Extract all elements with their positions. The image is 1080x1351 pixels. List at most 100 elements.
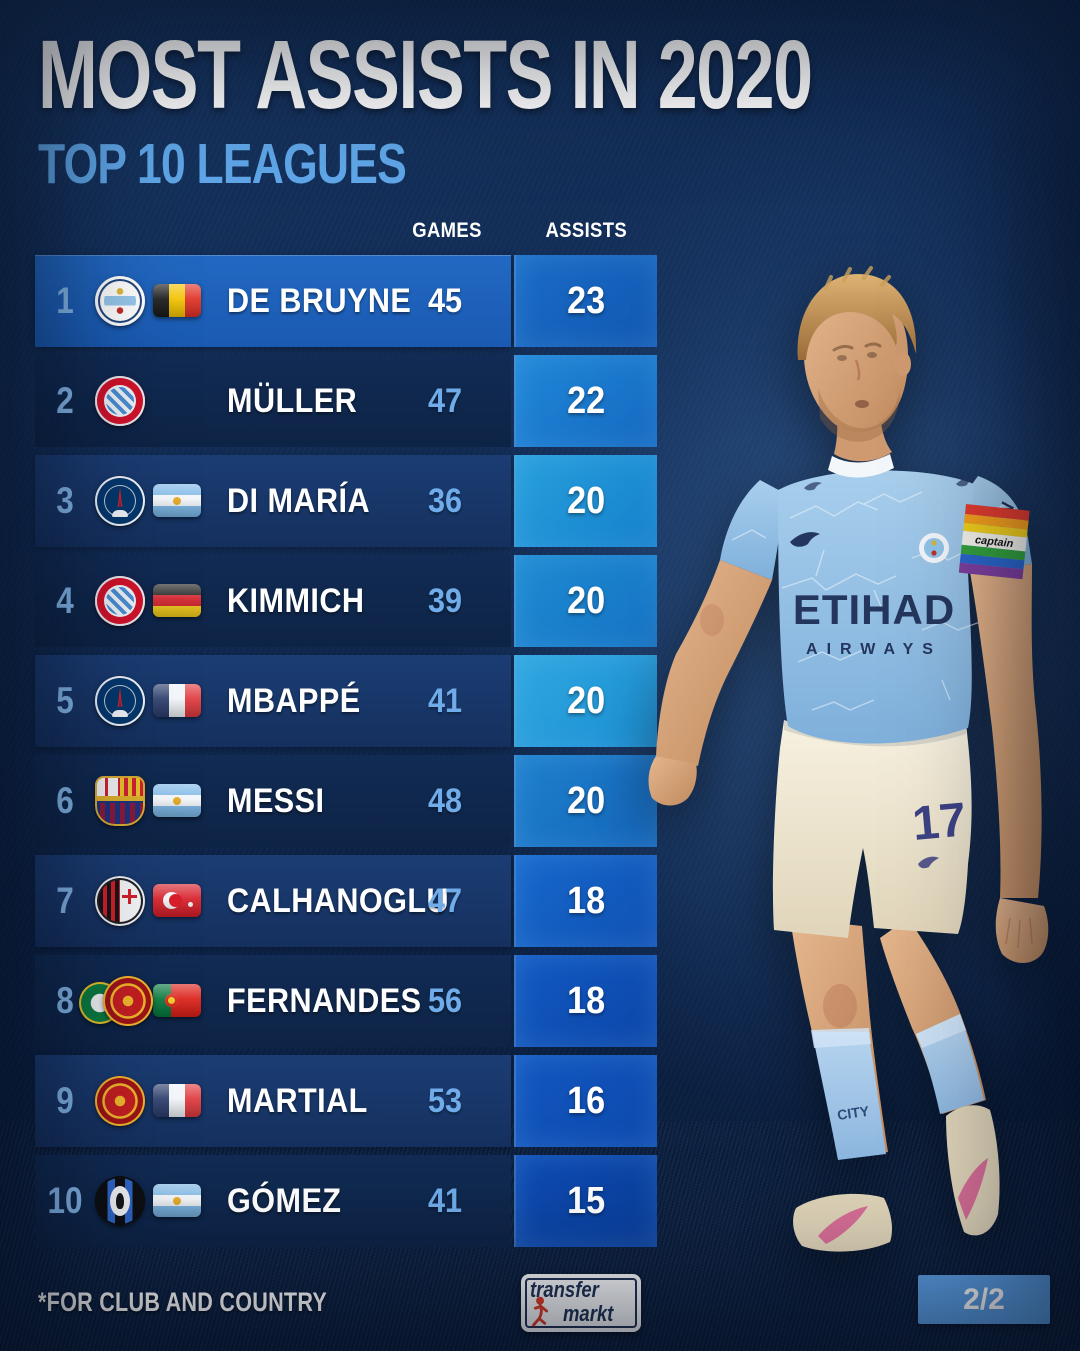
page-indicator-text: 2/2 xyxy=(963,1282,1005,1316)
portugal-flag-icon xyxy=(153,984,201,1017)
assists-value: 20 xyxy=(567,479,606,522)
assists-value: 22 xyxy=(567,379,606,422)
assists-table: 1 DE BRUYNE 45 23 2 MÜLLER 47 22 3 DI xyxy=(35,255,657,1255)
belgium-flag-icon xyxy=(153,284,201,317)
page-title: MOST ASSISTS IN 2020 xyxy=(38,20,813,129)
games-value: 36 xyxy=(427,482,463,520)
club-crest-manchester-united-icon xyxy=(95,1076,145,1126)
sock-text: CITY xyxy=(836,1103,870,1123)
argentina-flag-icon xyxy=(153,484,201,517)
assists-box: 23 xyxy=(514,255,657,347)
short-number: 17 xyxy=(910,794,968,851)
assists-value: 20 xyxy=(567,579,606,622)
club-crest-manchester-city-icon xyxy=(95,276,145,326)
games-value: 47 xyxy=(427,882,463,920)
assists-value: 20 xyxy=(567,779,606,822)
germany-flag-icon xyxy=(153,584,201,617)
shirt-sponsor-sub-text: AIRWAYS xyxy=(806,641,942,658)
shirt-sponsor-text: ETIHAD xyxy=(793,586,955,633)
rank-value: 6 xyxy=(56,780,74,821)
games-value: 47 xyxy=(427,382,463,420)
shirt-crest-icon xyxy=(919,533,949,563)
rank-value: 10 xyxy=(47,1180,83,1221)
column-header-games: GAMES xyxy=(412,219,482,242)
rank-value: 3 xyxy=(56,480,74,521)
player-name: FERNANDES xyxy=(227,982,422,1020)
assists-box: 20 xyxy=(514,655,657,747)
rank-value: 7 xyxy=(56,880,74,921)
assists-value: 16 xyxy=(567,1079,606,1122)
club-crest-bayern-munich-icon xyxy=(95,376,145,426)
column-header-assists: ASSISTS xyxy=(545,219,628,242)
assists-value: 18 xyxy=(567,879,606,922)
row-bar: 10 GÓMEZ 41 xyxy=(35,1155,511,1247)
argentina-flag-icon xyxy=(153,1184,201,1217)
table-row: 5 MBAPPÉ 41 20 xyxy=(35,655,657,747)
table-row: 3 DI MARÍA 36 20 xyxy=(35,455,657,547)
player-name: KIMMICH xyxy=(227,582,365,620)
player-name: MÜLLER xyxy=(227,382,358,420)
club-crest-psg-icon xyxy=(95,476,145,526)
row-bar: 8 FERNANDES 56 xyxy=(35,955,511,1047)
table-row: 1 DE BRUYNE 45 23 xyxy=(35,255,657,347)
rank-value: 4 xyxy=(56,580,74,621)
assists-box: 20 xyxy=(514,455,657,547)
row-bar: 1 DE BRUYNE 45 xyxy=(35,255,511,347)
turkey-flag-icon xyxy=(153,884,201,917)
row-bar: 4 KIMMICH 39 xyxy=(35,555,511,647)
row-bar: 7 CALHANOGLU 47 xyxy=(35,855,511,947)
argentina-flag-icon xyxy=(153,784,201,817)
table-row: 9 MARTIAL 53 16 xyxy=(35,1055,657,1147)
france-flag-icon xyxy=(153,684,201,717)
games-value: 48 xyxy=(427,782,463,820)
games-value: 41 xyxy=(427,1182,463,1220)
player-name: DE BRUYNE xyxy=(227,282,412,320)
puma-logo-icon xyxy=(790,532,820,547)
assists-value: 15 xyxy=(567,1179,606,1222)
transfermarkt-figure-icon xyxy=(532,1296,549,1327)
player-name: MESSI xyxy=(227,782,325,820)
assists-value: 23 xyxy=(567,279,606,322)
assists-box: 20 xyxy=(514,555,657,647)
table-row: 7 CALHANOGLU 47 18 xyxy=(35,855,657,947)
row-bar: 3 DI MARÍA 36 xyxy=(35,455,511,547)
club-crest-atalanta-icon xyxy=(95,1176,145,1226)
table-row: 4 KIMMICH 39 20 xyxy=(35,555,657,647)
player-name: GÓMEZ xyxy=(227,1182,342,1220)
row-bar: 9 MARTIAL 53 xyxy=(35,1055,511,1147)
table-row: 2 MÜLLER 47 22 xyxy=(35,355,657,447)
rank-value: 9 xyxy=(56,1080,74,1121)
page-indicator-badge: 2/2 xyxy=(918,1275,1050,1324)
footnote: *FOR CLUB AND COUNTRY xyxy=(38,1287,328,1317)
transfermarkt-logo-text-bottom: markt xyxy=(563,1301,614,1326)
player-name: CALHANOGLU xyxy=(227,882,450,920)
table-row: 10 GÓMEZ 41 15 xyxy=(35,1155,657,1247)
games-value: 39 xyxy=(427,582,463,620)
player-name: MBAPPÉ xyxy=(227,682,361,720)
table-row: 6 MESSI 48 20 xyxy=(35,755,657,847)
player-name: DI MARÍA xyxy=(227,482,371,520)
assists-value: 20 xyxy=(567,679,606,722)
player-name: MARTIAL xyxy=(227,1082,368,1120)
transfermarkt-logo: transfer markt xyxy=(521,1274,641,1332)
assists-box: 22 xyxy=(514,355,657,447)
assists-box: 18 xyxy=(514,955,657,1047)
player-photo-de-bruyne: CITY 17 ETIHAD AIRWAYS xyxy=(648,266,1049,1252)
games-value: 45 xyxy=(427,282,463,320)
assists-box: 18 xyxy=(514,855,657,947)
assists-value: 18 xyxy=(567,979,606,1022)
club-crest-manchester-united-icon xyxy=(103,976,153,1026)
rank-value: 2 xyxy=(56,380,74,421)
club-crest-barcelona-icon xyxy=(95,776,145,826)
games-value: 41 xyxy=(427,682,463,720)
page-subtitle: TOP 10 LEAGUES xyxy=(38,132,407,196)
france-flag-icon xyxy=(153,1084,201,1117)
armband-text: captain xyxy=(974,534,1014,550)
table-row: 8 FERNANDES 56 18 xyxy=(35,955,657,1047)
row-bar: 2 MÜLLER 47 xyxy=(35,355,511,447)
club-crest-bayern-munich-icon xyxy=(95,576,145,626)
row-bar: 5 MBAPPÉ 41 xyxy=(35,655,511,747)
club-crest-ac-milan-icon xyxy=(95,876,145,926)
club-crest-psg-icon xyxy=(95,676,145,726)
